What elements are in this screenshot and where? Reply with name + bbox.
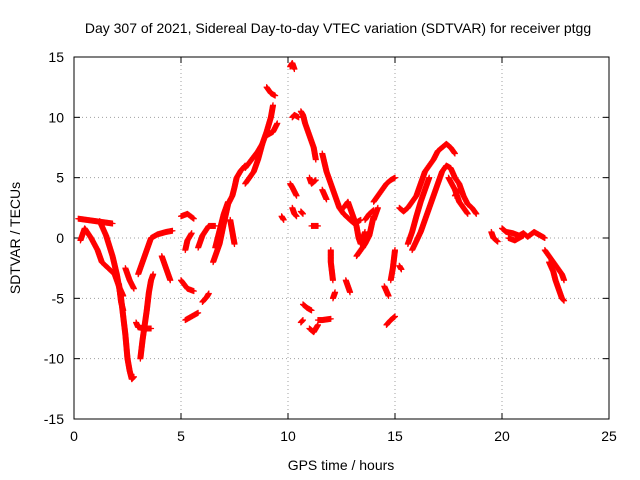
x-tick-label: 25 [601,428,617,444]
y-axis-label: SDTVAR / TECUs [7,182,23,294]
x-tick-label: 20 [494,428,510,444]
y-tick-label: -5 [52,290,65,306]
y-tick-label: 10 [48,109,64,125]
x-tick-label: 5 [177,428,185,444]
y-tick-label: -10 [44,351,64,367]
x-tick-label: 10 [280,428,296,444]
y-tick-label: 5 [56,170,64,186]
chart-title: Day 307 of 2021, Sidereal Day-to-day VTE… [85,20,591,36]
x-tick-labels: 0 5 10 15 20 25 [70,428,617,444]
x-tick-label: 15 [387,428,403,444]
data-points [75,60,567,382]
y-tick-labels: -15 -10 -5 0 5 10 15 [44,49,64,427]
y-tick-label: 0 [56,230,64,246]
x-axis-label: GPS time / hours [288,457,395,473]
x-tick-label: 0 [70,428,78,444]
y-tick-label: 15 [48,49,64,65]
y-tick-label: -15 [44,411,64,427]
